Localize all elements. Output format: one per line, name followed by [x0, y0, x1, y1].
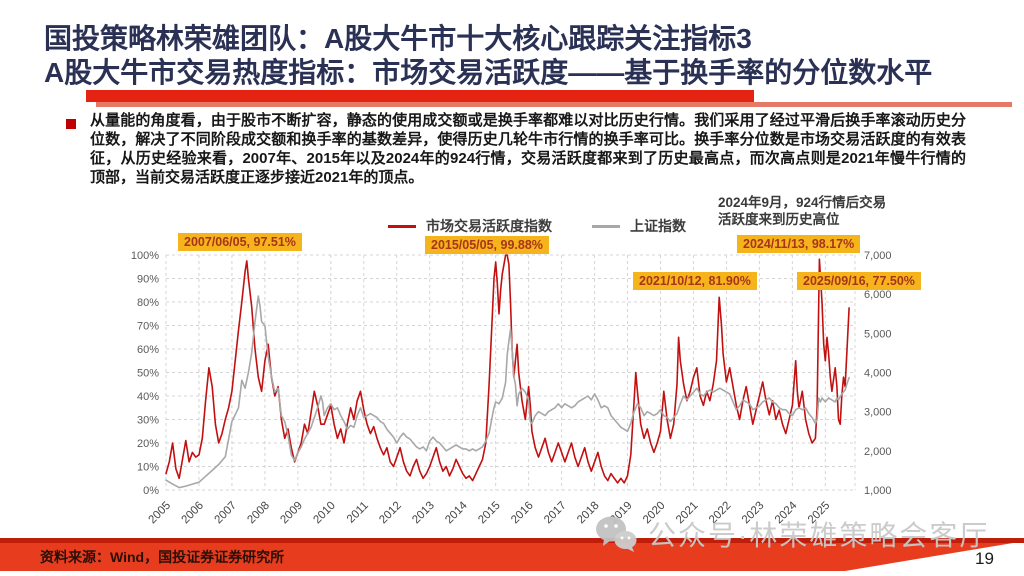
title-underline-bar-thin: [96, 102, 1012, 107]
y-right-tick-label: 1,000: [864, 485, 892, 497]
x-tick-label: 2014: [443, 499, 470, 526]
x-tick-label: 2005: [147, 500, 174, 527]
y-left-tick-label: 100%: [131, 250, 159, 262]
y-right-tick-label: 6,000: [864, 289, 892, 301]
bullet-square-icon: [66, 119, 76, 129]
callout-label: 2007/06/05, 97.51%: [178, 233, 302, 251]
legend-label-index: 上证指数: [630, 218, 686, 234]
series-index: [165, 295, 850, 489]
chart-legend: 市场交易活跃度指数 上证指数: [388, 216, 686, 236]
y-left-tick-label: 90%: [137, 274, 159, 286]
y-left-tick-label: 80%: [137, 297, 159, 309]
y-left-tick-label: 60%: [137, 344, 159, 356]
wechat-icon: [596, 516, 637, 552]
source-text: 资料来源：Wind，国投证券证券研究所: [40, 549, 285, 565]
watermark: 公众号·林荣雄策略会客厅: [594, 514, 989, 554]
y-right-tick-label: 7,000: [864, 250, 892, 262]
x-tick-label: 2007: [212, 500, 239, 527]
callout-label: 2015/05/05, 99.88%: [425, 236, 549, 254]
legend-swatch-activity: [388, 224, 416, 228]
x-tick-label: 2009: [278, 500, 305, 527]
x-tick-label: 2010: [311, 500, 338, 527]
y-left-tick-label: 30%: [137, 415, 159, 427]
series-activity: [165, 254, 850, 484]
y-right-tick-label: 2,000: [864, 446, 892, 458]
x-tick-label: 2017: [542, 500, 569, 527]
page-title: 国投策略林荣雄团队：A股大牛市十大核心跟踪关注指标3 A股大牛市交易热度指标：市…: [44, 22, 932, 90]
x-tick-label: 2013: [410, 500, 437, 527]
page-number: 19: [975, 549, 994, 568]
summary-paragraph: 从量能的角度看，由于股市不断扩容，静态的使用成交额或是换手率都难以对比历史行情。…: [90, 112, 966, 186]
callout-label: 2024/11/13, 98.17%: [737, 235, 861, 253]
legend-swatch-index: [592, 224, 620, 228]
x-tick-label: 2011: [345, 500, 371, 526]
legend-label-activity: 市场交易活跃度指数: [426, 218, 552, 234]
y-right-tick-label: 4,000: [864, 368, 892, 380]
y-right-tick-label: 3,000: [864, 407, 892, 419]
footer-band: 资料来源：Wind，国投证券证券研究所: [0, 543, 1013, 571]
watermark-text: 公众号·林荣雄策略会客厅: [648, 520, 990, 551]
x-tick-label: 2006: [180, 500, 207, 527]
x-tick-label: 2008: [245, 500, 272, 527]
y-left-tick-label: 20%: [137, 438, 159, 450]
y-left-tick-label: 10%: [137, 462, 159, 474]
x-tick-label: 2016: [509, 500, 536, 527]
callout-label: 2021/10/12, 81.90%: [633, 272, 757, 290]
annotation-line-1: 2024年9月，924行情后交易: [718, 195, 887, 210]
footer-stripe: [0, 538, 1024, 543]
y-left-tick-label: 50%: [137, 368, 159, 380]
x-tick-label: 2015: [476, 500, 503, 527]
title-line-1: 国投策略林荣雄团队：A股大牛市十大核心跟踪关注指标3: [44, 23, 752, 54]
title-underline-bar: [86, 90, 754, 102]
y-left-tick-label: 70%: [137, 321, 159, 333]
x-tick-label: 2012: [377, 500, 404, 527]
annotation-line-2: 活跃度来到历史高位: [718, 212, 840, 227]
chart-annotation: 2024年9月，924行情后交易 活跃度来到历史高位: [718, 194, 886, 228]
callout-label: 2025/09/16, 77.50%: [797, 272, 921, 290]
title-line-2: A股大牛市交易热度指标：市场交易活跃度——基于换手率的分位数水平: [44, 57, 933, 88]
y-left-tick-label: 40%: [137, 391, 159, 403]
y-right-tick-label: 5,000: [864, 328, 892, 340]
y-left-tick-label: 0%: [143, 485, 159, 497]
